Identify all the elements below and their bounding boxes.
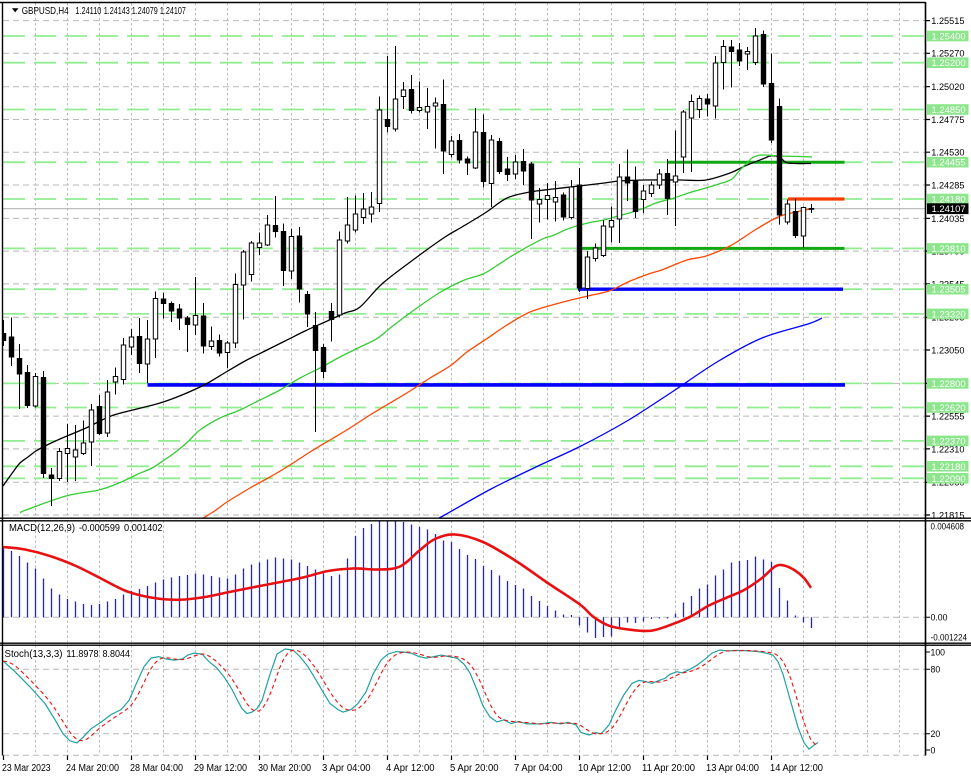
svg-text:13 Apr 04:00: 13 Apr 04:00 xyxy=(706,763,760,774)
svg-text:0.001402: 0.001402 xyxy=(124,523,163,534)
svg-text:-0.000599: -0.000599 xyxy=(79,523,120,534)
svg-text:100: 100 xyxy=(931,648,946,659)
svg-text:0.004608: 0.004608 xyxy=(931,522,965,533)
svg-text:1.25400: 1.25400 xyxy=(932,32,966,43)
svg-text:1.22180: 1.22180 xyxy=(932,462,966,473)
svg-text:MACD(12,26,9): MACD(12,26,9) xyxy=(9,523,75,534)
svg-text:29 Mar 12:00: 29 Mar 12:00 xyxy=(194,763,248,774)
svg-text:1.23320: 1.23320 xyxy=(932,309,966,320)
svg-text:30 Mar 20:00: 30 Mar 20:00 xyxy=(258,763,312,774)
svg-text:0.00: 0.00 xyxy=(931,613,948,624)
svg-text:0: 0 xyxy=(931,745,936,756)
svg-text:1.24107: 1.24107 xyxy=(932,204,966,215)
svg-text:24 Mar 20:00: 24 Mar 20:00 xyxy=(66,763,120,774)
svg-text:11 Apr 20:00: 11 Apr 20:00 xyxy=(642,763,696,774)
svg-text:1.24850: 1.24850 xyxy=(932,105,966,116)
svg-text:1.24143: 1.24143 xyxy=(104,6,130,17)
svg-text:23 Mar 2023: 23 Mar 2023 xyxy=(2,763,51,774)
svg-text:80: 80 xyxy=(931,665,941,676)
svg-text:1.25515: 1.25515 xyxy=(931,16,964,27)
svg-text:1.23050: 1.23050 xyxy=(931,345,964,356)
svg-text:8.8044: 8.8044 xyxy=(103,649,131,660)
svg-text:GBPUSD,H4: GBPUSD,H4 xyxy=(22,6,69,17)
svg-text:1.22090: 1.22090 xyxy=(932,474,966,485)
svg-text:1.24775: 1.24775 xyxy=(931,115,964,126)
svg-text:1.22620: 1.22620 xyxy=(932,403,966,414)
svg-text:11.8978: 11.8978 xyxy=(67,649,100,660)
svg-text:1.22800: 1.22800 xyxy=(932,379,966,390)
svg-text:4 Apr 12:00: 4 Apr 12:00 xyxy=(386,763,435,774)
svg-text:1.24035: 1.24035 xyxy=(931,214,964,225)
svg-text:1.25020: 1.25020 xyxy=(931,82,964,93)
svg-text:1.24530: 1.24530 xyxy=(931,148,964,159)
svg-text:1.25270: 1.25270 xyxy=(931,49,964,60)
svg-text:1.24079: 1.24079 xyxy=(132,6,158,17)
svg-text:14 Apr 12:00: 14 Apr 12:00 xyxy=(770,763,824,774)
svg-text:1.25200: 1.25200 xyxy=(932,58,966,69)
svg-text:-0.001224: -0.001224 xyxy=(931,632,968,643)
svg-text:28 Mar 04:00: 28 Mar 04:00 xyxy=(130,763,184,774)
svg-text:1.22310: 1.22310 xyxy=(931,444,964,455)
svg-text:1.24285: 1.24285 xyxy=(931,180,964,191)
svg-text:1.22370: 1.22370 xyxy=(932,436,966,447)
svg-text:20: 20 xyxy=(931,729,941,740)
svg-text:1.23810: 1.23810 xyxy=(932,244,966,255)
svg-text:5 Apr 20:00: 5 Apr 20:00 xyxy=(450,763,499,774)
svg-text:1.23505: 1.23505 xyxy=(932,285,966,296)
svg-text:1.21815: 1.21815 xyxy=(931,510,964,521)
svg-text:1.24110: 1.24110 xyxy=(75,6,101,17)
svg-text:10 Apr 12:00: 10 Apr 12:00 xyxy=(578,763,632,774)
svg-text:Stoch(13,3,3): Stoch(13,3,3) xyxy=(5,649,63,660)
svg-text:1.24107: 1.24107 xyxy=(160,6,186,17)
svg-text:1.24455: 1.24455 xyxy=(932,158,966,169)
svg-text:1.22555: 1.22555 xyxy=(931,412,964,423)
svg-text:7 Apr 04:00: 7 Apr 04:00 xyxy=(514,763,563,774)
svg-text:1.24180: 1.24180 xyxy=(932,195,966,206)
svg-text:3 Apr 04:00: 3 Apr 04:00 xyxy=(322,763,371,774)
